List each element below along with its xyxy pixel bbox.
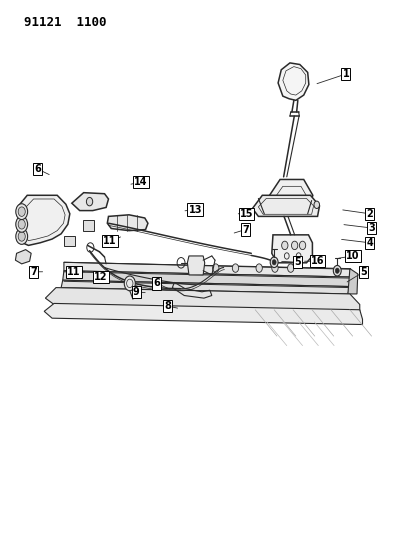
Circle shape (272, 264, 278, 272)
Text: 13: 13 (188, 205, 202, 215)
Circle shape (86, 197, 93, 206)
Circle shape (335, 268, 339, 273)
Circle shape (232, 264, 239, 272)
Circle shape (299, 241, 306, 249)
Polygon shape (278, 63, 309, 100)
Circle shape (18, 220, 25, 229)
Text: 12: 12 (94, 272, 107, 282)
Text: 6: 6 (34, 164, 41, 174)
Text: 9: 9 (133, 287, 140, 297)
Text: 8: 8 (164, 301, 171, 311)
Text: 5: 5 (294, 257, 301, 267)
Circle shape (18, 232, 25, 241)
Polygon shape (187, 256, 205, 275)
Polygon shape (18, 195, 70, 245)
Circle shape (16, 204, 28, 220)
Circle shape (213, 264, 219, 272)
Polygon shape (64, 262, 352, 277)
Circle shape (292, 241, 298, 249)
Polygon shape (44, 303, 362, 325)
Circle shape (124, 276, 135, 291)
Text: 11: 11 (67, 267, 80, 277)
Text: 1: 1 (342, 69, 349, 79)
Polygon shape (348, 269, 358, 294)
Polygon shape (272, 235, 312, 263)
Polygon shape (72, 192, 108, 211)
Text: 11: 11 (103, 236, 117, 246)
Polygon shape (16, 249, 31, 264)
Text: 7: 7 (30, 267, 37, 277)
Text: 15: 15 (240, 209, 253, 219)
Circle shape (16, 229, 28, 244)
Text: 5: 5 (360, 267, 367, 277)
Polygon shape (264, 180, 313, 214)
Text: 4: 4 (366, 238, 373, 248)
Text: 6: 6 (153, 278, 160, 288)
Circle shape (270, 257, 278, 268)
Bar (64, 236, 75, 246)
Circle shape (314, 201, 320, 208)
Circle shape (282, 241, 288, 249)
Text: 3: 3 (368, 223, 375, 233)
Circle shape (333, 265, 341, 276)
Polygon shape (45, 288, 360, 311)
Polygon shape (252, 195, 320, 216)
Circle shape (16, 216, 28, 232)
Text: 10: 10 (346, 251, 360, 261)
Circle shape (272, 260, 276, 265)
Polygon shape (63, 271, 352, 287)
Bar (83, 220, 94, 231)
Text: 91121  1100: 91121 1100 (24, 16, 107, 29)
Circle shape (288, 264, 294, 272)
Polygon shape (61, 280, 350, 294)
Circle shape (256, 264, 262, 272)
Polygon shape (107, 215, 148, 231)
Text: 2: 2 (366, 209, 373, 219)
Text: 16: 16 (311, 256, 324, 266)
Text: 14: 14 (134, 177, 148, 187)
Circle shape (18, 207, 25, 216)
Text: 7: 7 (242, 224, 249, 235)
